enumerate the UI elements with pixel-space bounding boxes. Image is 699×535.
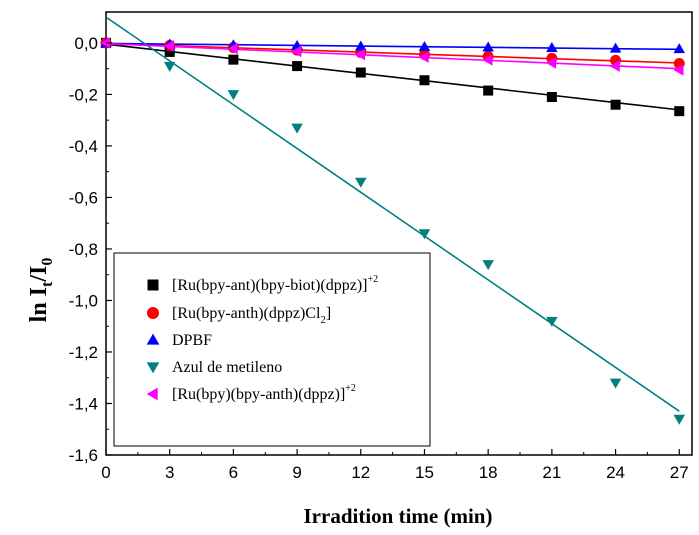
y-axis-label: ln It/I0 <box>26 258 56 323</box>
x-tick-label: 21 <box>542 463 561 482</box>
y-tick-label: -0,2 <box>69 85 98 104</box>
data-point-triangle-down <box>418 229 431 240</box>
data-point-square <box>483 85 494 96</box>
data-point-circle <box>147 307 159 319</box>
x-tick-label: 24 <box>606 463 625 482</box>
data-point-triangle-up <box>546 42 558 53</box>
y-tick-label: -1,2 <box>69 343 98 362</box>
fit-lines <box>105 16 680 412</box>
data-point-triangle-down <box>482 260 494 271</box>
x-tick-label: 3 <box>165 463 174 482</box>
fit-line <box>105 43 680 111</box>
x-tick-label: 9 <box>292 463 301 482</box>
fit-line <box>105 42 680 64</box>
data-point-triangle-down <box>355 177 367 188</box>
data-point-triangle-left <box>227 42 238 55</box>
y-tick-label: -1,6 <box>69 446 98 465</box>
x-axis-label: Irradition time (min) <box>304 504 493 528</box>
legend-label: DPBF <box>172 332 212 349</box>
data-point-square <box>355 67 366 78</box>
legend-label: [Ru(bpy-anth)(dppz)Cl2] <box>172 305 331 326</box>
data-point-triangle-left <box>291 45 302 58</box>
data-point-triangle-left <box>609 60 620 72</box>
data-point-triangle-up <box>146 333 160 345</box>
data-point-square <box>419 75 430 86</box>
data-point-square <box>228 54 239 65</box>
y-tick-label: -1,0 <box>69 291 98 310</box>
markers <box>100 37 686 425</box>
data-point-square <box>164 46 175 57</box>
data-point-square <box>610 99 621 110</box>
data-point-square <box>292 61 303 72</box>
data-point-square <box>546 91 557 102</box>
x-tick-label: 0 <box>101 463 110 482</box>
legend: [Ru(bpy-ant)(bpy-biot)(dppz)]+2 [Ru(bpy-a… <box>113 252 431 447</box>
y-axis-ticks: 0,0 -0,2 -0,4 -0,6 -0,8 -1,0 -1,2 -1,4 -1,6 <box>69 34 112 465</box>
data-point-triangle-down <box>146 362 160 374</box>
legend-label: Azul de metileno <box>172 359 282 376</box>
data-point-triangle-down <box>291 123 303 134</box>
data-point-triangle-left <box>418 51 429 63</box>
fit-line <box>105 16 680 412</box>
data-point-triangle-down <box>609 378 622 389</box>
data-point-triangle-down <box>163 61 176 72</box>
y-tick-label: -0,8 <box>69 240 98 259</box>
x-axis-ticks: 0 3 6 9 12 15 18 21 24 27 <box>101 449 689 482</box>
x-tick-label: 27 <box>670 463 689 482</box>
data-point-triangle-up <box>418 41 431 52</box>
legend-label: [Ru(bpy-ant)(bpy-biot)(dppz)]+2 <box>172 274 378 294</box>
data-point-triangle-up <box>673 43 686 54</box>
data-point-triangle-left <box>163 40 174 52</box>
legend-label: [Ru(bpy)(bpy-anth)(dppz)]+2 <box>172 383 356 403</box>
fit-line <box>105 42 680 70</box>
legend-box <box>113 252 431 447</box>
data-point-triangle-down <box>546 316 558 327</box>
data-point-square <box>674 106 685 117</box>
data-point-triangle-up <box>609 42 622 53</box>
data-point-triangle-left <box>673 64 684 76</box>
data-point-triangle-left <box>546 57 557 69</box>
x-tick-label: 12 <box>351 463 370 482</box>
x-tick-label: 6 <box>229 463 238 482</box>
data-point-triangle-down <box>673 414 686 425</box>
data-point-square <box>147 279 159 291</box>
y-tick-label: -0,6 <box>69 188 98 207</box>
y-tick-label: 0,0 <box>74 34 98 53</box>
plot-frame <box>105 11 693 456</box>
data-point-triangle-left <box>100 37 111 49</box>
data-point-triangle-up <box>355 40 367 51</box>
fit-line <box>105 42 680 51</box>
y-tick-label: -1,4 <box>69 394 98 413</box>
x-tick-label: 15 <box>415 463 434 482</box>
data-point-triangle-left <box>482 54 493 66</box>
data-point-triangle-up <box>482 41 494 52</box>
y-tick-label: -0,4 <box>69 137 98 156</box>
data-point-triangle-left <box>146 387 158 401</box>
data-point-triangle-left <box>355 48 366 61</box>
x-tick-label: 18 <box>479 463 498 482</box>
data-point-triangle-down <box>227 90 240 101</box>
plot-area-border <box>105 11 693 456</box>
